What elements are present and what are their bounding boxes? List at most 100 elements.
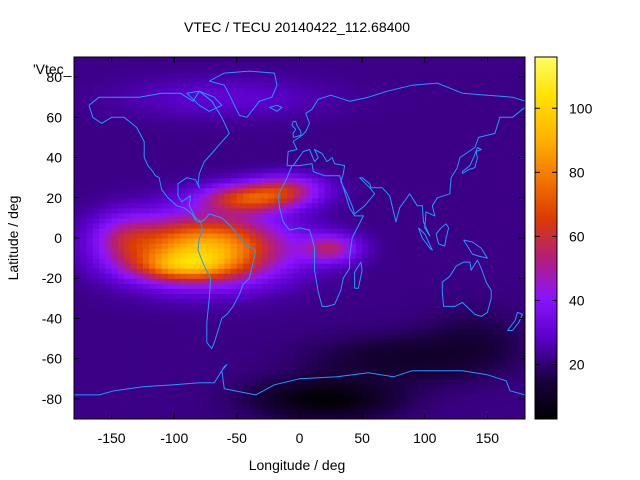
heatmap-cell — [249, 132, 257, 139]
heatmap-cell — [405, 142, 413, 149]
heatmap-cell — [274, 162, 282, 169]
heatmap-cell — [117, 403, 125, 410]
heatmap-cell — [330, 97, 338, 103]
heatmap-cell — [393, 87, 401, 93]
heatmap-cell — [243, 238, 250, 244]
heatmap-cell — [130, 308, 138, 315]
heatmap-cell — [506, 152, 514, 159]
heatmap-cell — [211, 253, 219, 259]
heatmap-cell — [318, 373, 326, 380]
heatmap-cell — [362, 363, 369, 370]
heatmap-cell — [380, 363, 388, 370]
heatmap-cell — [161, 408, 169, 415]
heatmap-cell — [280, 273, 288, 279]
heatmap-cell — [261, 308, 269, 315]
heatmap-cell — [249, 353, 257, 360]
heatmap-cell — [186, 293, 194, 299]
heatmap-cell — [161, 177, 169, 184]
heatmap-cell — [236, 258, 244, 264]
heatmap-cell — [481, 363, 489, 370]
heatmap-cell — [362, 182, 369, 189]
heatmap-cell — [130, 333, 138, 340]
heatmap-cell — [180, 132, 188, 139]
heatmap-cell — [186, 212, 194, 219]
heatmap-cell — [305, 308, 313, 315]
heatmap-cell — [437, 248, 445, 254]
heatmap-cell — [155, 358, 163, 365]
heatmap-cell — [343, 343, 351, 350]
heatmap-cell — [174, 298, 182, 304]
heatmap-cell — [174, 167, 182, 174]
heatmap-cell — [117, 112, 125, 118]
heatmap-cell — [449, 122, 457, 128]
heatmap-cell — [136, 222, 144, 229]
heatmap-cell — [443, 87, 451, 93]
heatmap-cell — [124, 192, 131, 199]
heatmap-cell — [99, 137, 106, 144]
heatmap-cell — [261, 172, 269, 179]
heatmap-cell — [318, 112, 326, 118]
heatmap-cell — [337, 187, 344, 194]
heatmap-cell — [518, 253, 525, 259]
heatmap-cell — [487, 112, 495, 118]
heatmap-cell — [224, 353, 232, 360]
heatmap-cell — [387, 383, 395, 390]
heatmap-cell — [474, 87, 482, 93]
heatmap-cell — [274, 127, 282, 134]
heatmap-cell — [424, 182, 432, 189]
heatmap-cell — [280, 167, 288, 174]
heatmap-cell — [105, 77, 113, 83]
heatmap-cell — [468, 122, 476, 128]
heatmap-cell — [255, 87, 263, 93]
heatmap-cell — [443, 368, 451, 375]
heatmap-cell — [312, 182, 319, 189]
heatmap-cell — [92, 253, 100, 259]
heatmap-cell — [337, 112, 344, 118]
heatmap-cell — [437, 298, 445, 304]
heatmap-cell — [92, 92, 100, 98]
heatmap-cell — [518, 217, 525, 224]
heatmap-cell — [355, 107, 363, 113]
heatmap-cell — [268, 393, 276, 400]
heatmap-cell — [355, 243, 363, 249]
heatmap-cell — [468, 338, 476, 345]
heatmap-cell — [261, 112, 269, 118]
heatmap-cell — [355, 268, 363, 274]
heatmap-cell — [243, 373, 250, 380]
heatmap-cell — [443, 182, 451, 189]
heatmap-cell — [449, 308, 457, 315]
heatmap-cell — [312, 408, 319, 415]
heatmap-cell — [330, 72, 338, 78]
heatmap-cell — [343, 187, 351, 194]
heatmap-cell — [487, 358, 495, 365]
heatmap-cell — [456, 283, 463, 289]
heatmap-cell — [431, 298, 438, 304]
heatmap-cell — [499, 227, 507, 234]
heatmap-cell — [312, 92, 319, 98]
heatmap-cell — [431, 313, 438, 320]
heatmap-cell — [437, 293, 445, 299]
heatmap-cell — [380, 268, 388, 274]
heatmap-cell — [474, 398, 482, 405]
heatmap-cell — [230, 72, 238, 78]
heatmap-cell — [117, 273, 125, 279]
heatmap-cell — [299, 167, 307, 174]
heatmap-cell — [387, 288, 395, 294]
heatmap-cell — [493, 373, 501, 380]
heatmap-cell — [130, 107, 138, 113]
heatmap-cell — [512, 197, 520, 204]
heatmap-cell — [355, 318, 363, 325]
heatmap-cell — [493, 222, 501, 229]
heatmap-cell — [337, 162, 344, 169]
heatmap-cell — [274, 202, 282, 209]
heatmap-cell — [243, 383, 250, 390]
heatmap-cell — [218, 127, 225, 134]
heatmap-cell — [443, 142, 451, 149]
heatmap-cell — [155, 82, 163, 88]
heatmap-cell — [286, 82, 294, 88]
heatmap-cell — [136, 263, 144, 269]
heatmap-cell — [199, 127, 207, 134]
heatmap-cell — [412, 283, 420, 289]
heatmap-cell — [130, 232, 138, 239]
